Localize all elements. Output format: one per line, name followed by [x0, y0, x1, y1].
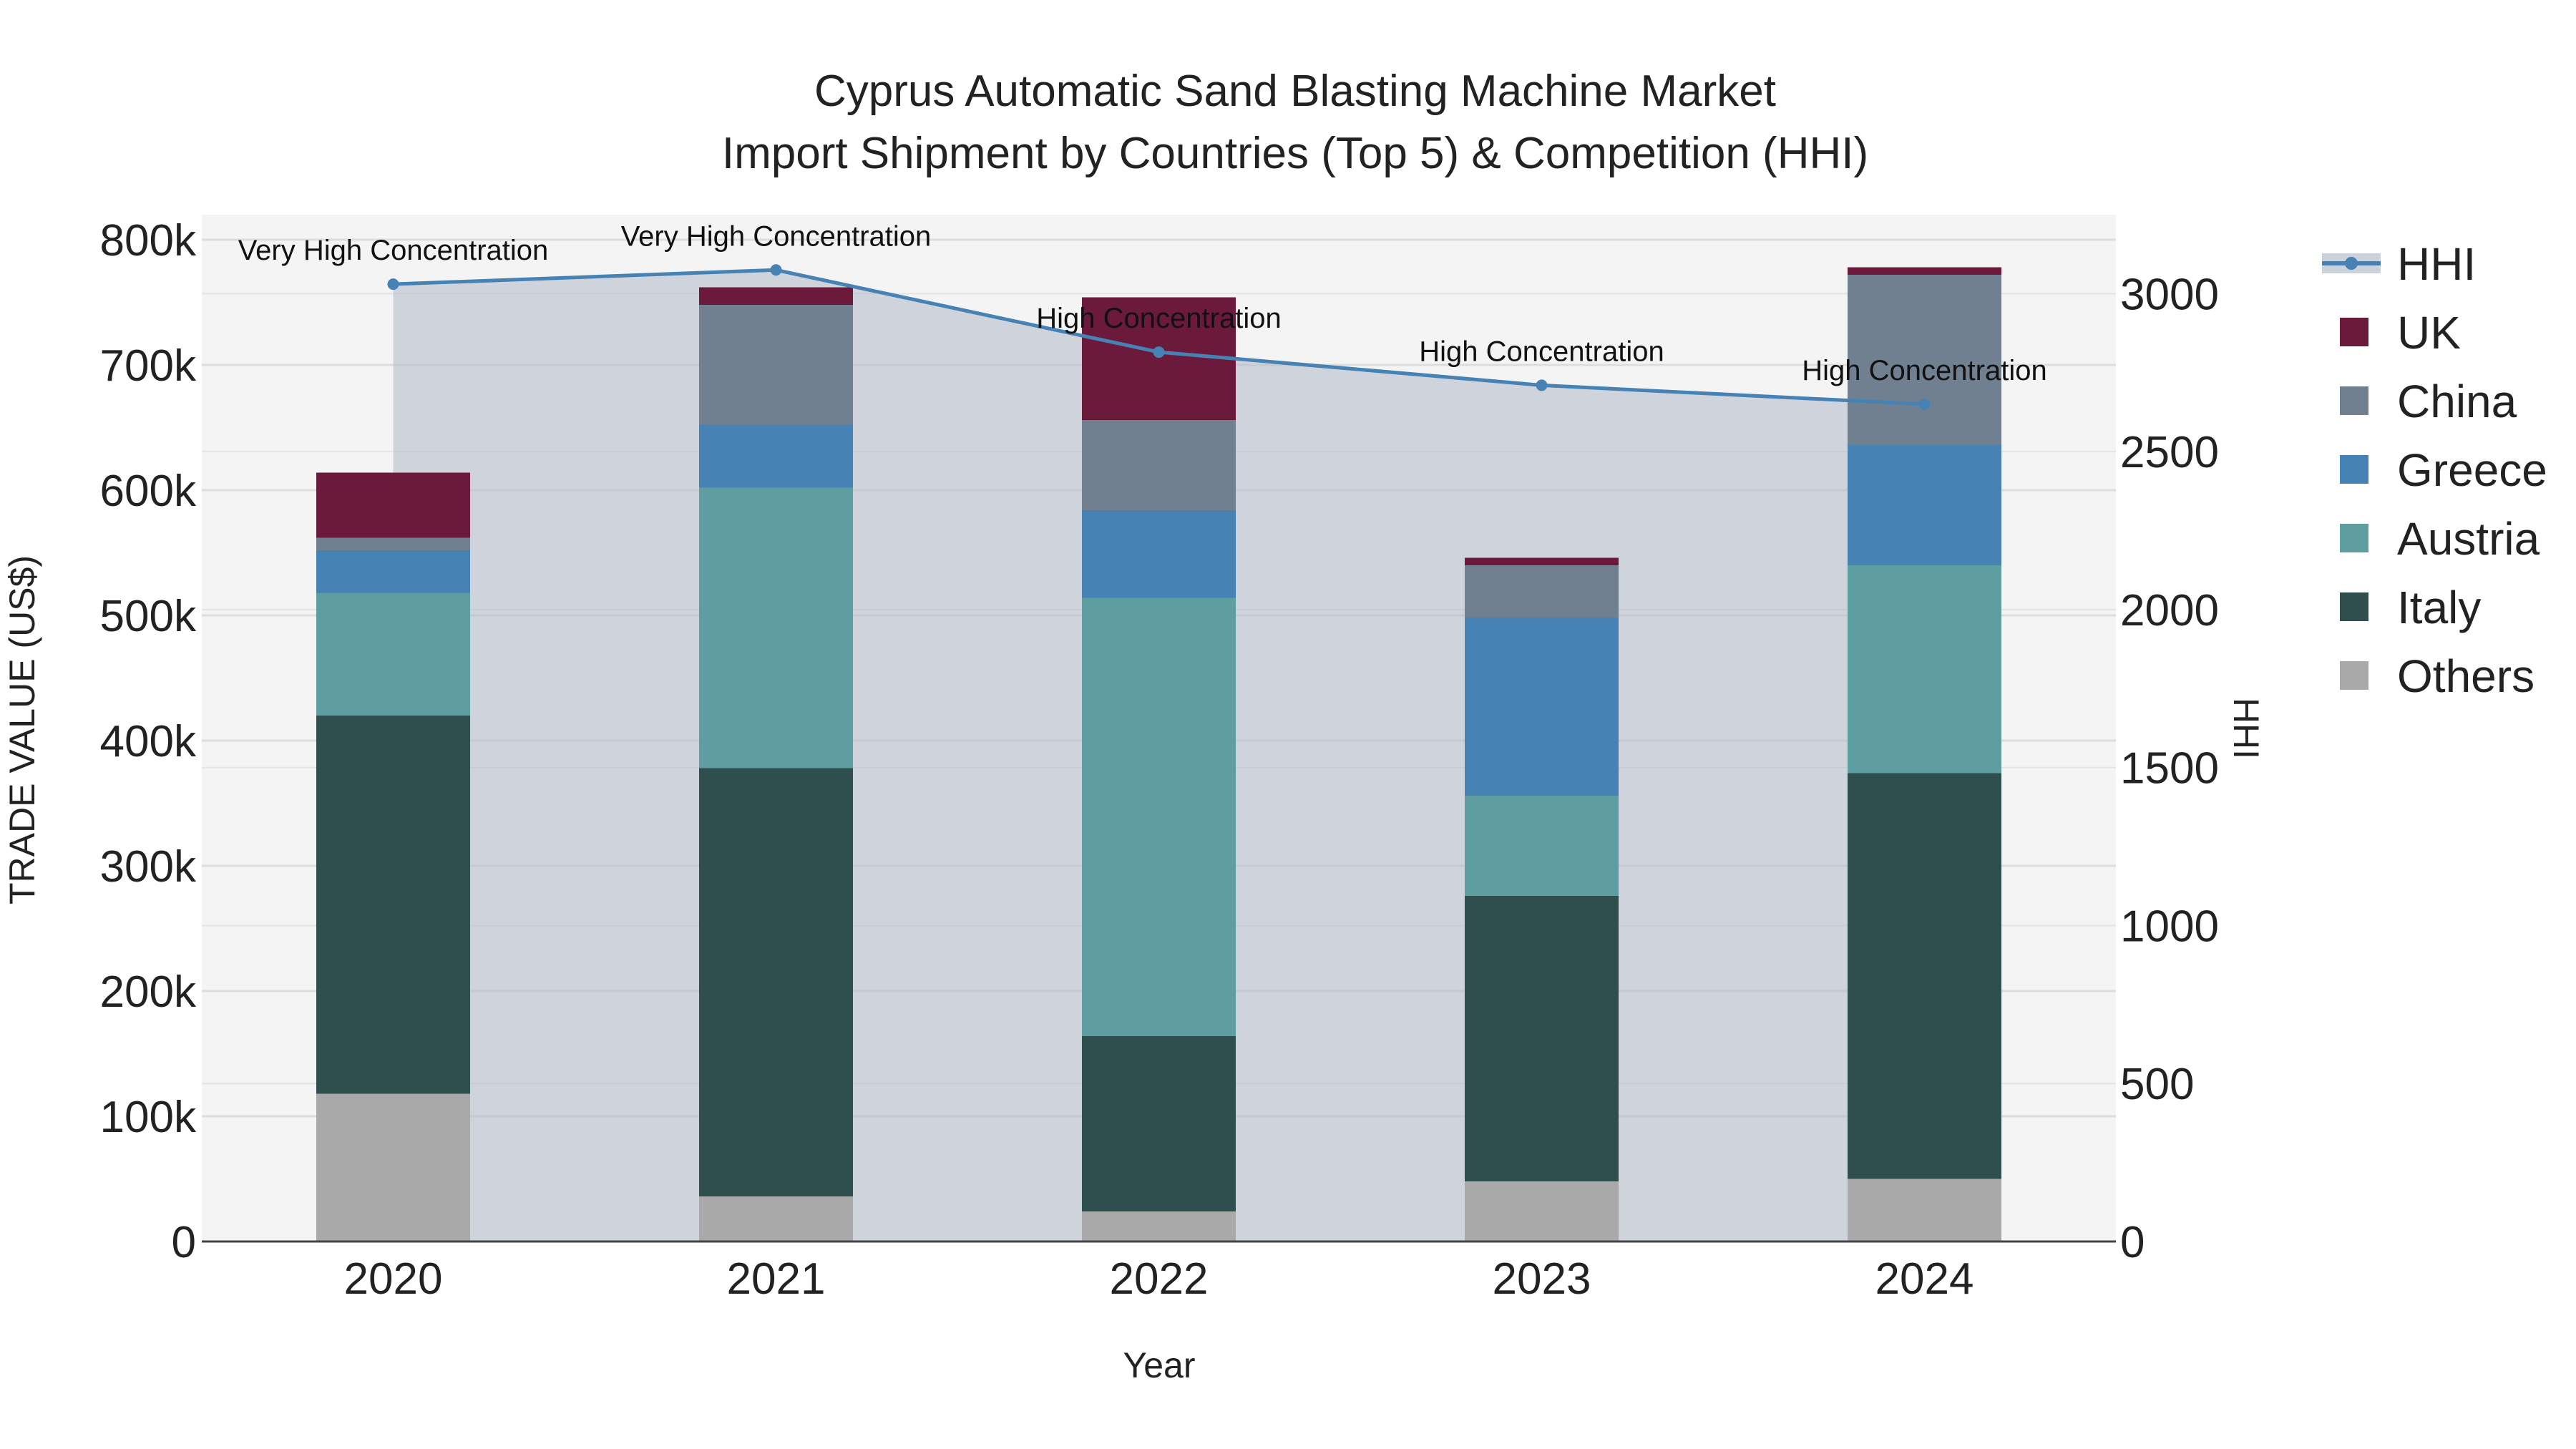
bar-china-2020 — [316, 537, 470, 550]
y2-tick-label: 2500 — [2120, 428, 2219, 477]
legend-swatch-greece — [2340, 455, 2368, 484]
bar-greece-2024 — [1848, 445, 2001, 565]
x-tick-label: 2021 — [727, 1254, 826, 1304]
bar-uk-2022 — [1082, 297, 1236, 420]
y-tick-label: 400k — [100, 717, 197, 766]
legend-swatch-others — [2340, 661, 2368, 690]
bar-greece-2021 — [699, 425, 853, 488]
legend-label-china: China — [2397, 376, 2517, 427]
y2-tick-label: 3000 — [2120, 270, 2219, 319]
x-tick-label: 2024 — [1875, 1254, 1974, 1304]
hhi-point-2022 — [1153, 346, 1165, 358]
chart-title: Cyprus Automatic Sand Blasting Machine M… — [814, 67, 1776, 116]
y-tick-label: 500k — [100, 592, 197, 641]
bar-austria-2020 — [316, 592, 470, 716]
y2-tick-layer: 0 500 1000 1500 2000 2500 3000 — [2120, 270, 2219, 1267]
hhi-annotation-2022: High Concentration — [1036, 303, 1281, 334]
legend-label-austria: Austria — [2397, 513, 2540, 565]
bar-china-2021 — [699, 305, 853, 425]
legend-hhi-marker — [2345, 257, 2358, 270]
legend-swatch-italy — [2340, 592, 2368, 621]
legend-swatch-china — [2340, 386, 2368, 415]
legend-swatch-uk — [2340, 318, 2368, 346]
y2-tick-label: 2000 — [2120, 586, 2219, 635]
bar-austria-2021 — [699, 487, 853, 769]
bar-greece-2020 — [316, 550, 470, 593]
x-axis-title: Year — [1123, 1345, 1195, 1385]
x-tick-label: 2022 — [1110, 1254, 1209, 1304]
bar-uk-2020 — [316, 472, 470, 538]
x-tick-label: 2023 — [1493, 1254, 1591, 1304]
legend-label-others: Others — [2397, 650, 2534, 702]
y-tick-label: 300k — [100, 842, 197, 892]
hhi-annotation-2024: High Concentration — [1802, 355, 2046, 386]
bar-austria-2024 — [1848, 565, 2001, 774]
y-tick-label: 600k — [100, 467, 197, 516]
legend-label-italy: Italy — [2397, 582, 2481, 633]
annotation-layer: Very High Concentration Very High Concent… — [238, 220, 2047, 386]
hhi-point-2021 — [770, 264, 782, 276]
bar-others-2021 — [699, 1196, 853, 1241]
chart-subtitle: Import Shipment by Countries (Top 5) & C… — [722, 129, 1868, 178]
legend-label-greece: Greece — [2397, 444, 2547, 496]
hhi-point-2020 — [387, 278, 399, 291]
bar-italy-2023 — [1465, 896, 1619, 1181]
y2-tick-label: 0 — [2120, 1218, 2145, 1267]
bar-uk-2024 — [1848, 267, 2001, 275]
hhi-annotation-2023: High Concentration — [1419, 336, 1664, 367]
bar-greece-2023 — [1465, 618, 1619, 796]
hhi-point-2024 — [1918, 398, 1931, 410]
bar-others-2020 — [316, 1093, 470, 1241]
bar-uk-2023 — [1465, 557, 1619, 565]
bar-layer — [316, 267, 2001, 1241]
bar-italy-2022 — [1082, 1036, 1236, 1211]
bar-others-2023 — [1465, 1181, 1619, 1241]
y2-tick-label: 1000 — [2120, 902, 2219, 951]
hhi-annotation-2021: Very High Concentration — [621, 220, 932, 252]
bar-austria-2022 — [1082, 597, 1236, 1036]
x-tick-label: 2020 — [344, 1254, 443, 1304]
bar-others-2022 — [1082, 1211, 1236, 1241]
hhi-point-2023 — [1536, 379, 1548, 391]
bar-china-2023 — [1465, 565, 1619, 618]
y-tick-label: 700k — [100, 341, 197, 391]
y-tick-label: 100k — [100, 1093, 197, 1142]
y-tick-layer: 0 100k 200k 300k 400k 500k 600k 700k 800k — [100, 216, 197, 1267]
bar-italy-2024 — [1848, 773, 2001, 1179]
legend-label-hhi: HHI — [2397, 238, 2476, 290]
legend-swatch-austria — [2340, 524, 2368, 552]
legend: HHI UK China Greece Austria Italy Others — [2322, 238, 2547, 702]
bar-others-2024 — [1848, 1179, 2001, 1241]
hhi-annotation-2020: Very High Concentration — [238, 235, 549, 266]
bar-uk-2021 — [699, 287, 853, 305]
y2-tick-label: 500 — [2120, 1060, 2194, 1109]
bar-italy-2021 — [699, 768, 853, 1196]
y-tick-label: 0 — [172, 1218, 196, 1267]
y-axis-title: TRADE VALUE (US$) — [2, 555, 42, 904]
x-tick-layer: 2020 2021 2022 2023 2024 — [344, 1254, 1974, 1304]
bar-china-2022 — [1082, 420, 1236, 510]
y-tick-label: 800k — [100, 216, 197, 265]
y-tick-label: 200k — [100, 967, 197, 1017]
bar-italy-2020 — [316, 716, 470, 1094]
bar-china-2024 — [1848, 275, 2001, 445]
hhi-line-layer — [387, 264, 1931, 410]
bar-greece-2022 — [1082, 510, 1236, 598]
y2-tick-label: 1500 — [2120, 744, 2219, 794]
y2-axis-title: HHI — [2226, 698, 2266, 759]
bar-austria-2023 — [1465, 796, 1619, 896]
legend-label-uk: UK — [2397, 307, 2461, 358]
